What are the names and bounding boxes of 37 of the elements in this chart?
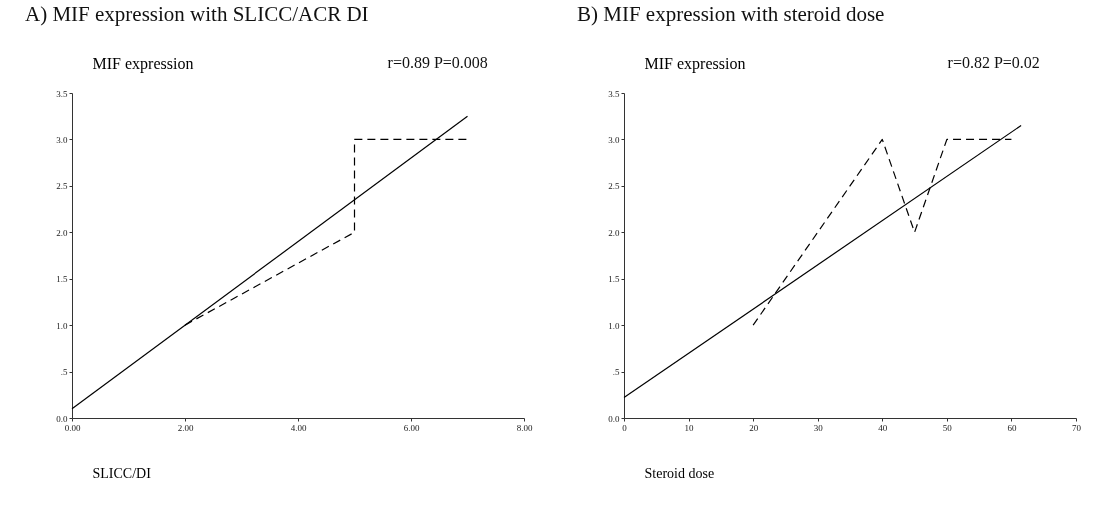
y-tick-label: 3.5 <box>608 88 620 99</box>
y-tick-label: 2.0 <box>608 227 620 238</box>
y-tick-label: 3.5 <box>56 88 68 99</box>
y-tick-label: 1.5 <box>56 274 68 285</box>
x-tick-label: 40 <box>878 422 888 433</box>
y-tick-label: 2.0 <box>56 227 68 238</box>
y-axis-title: MIF expression <box>644 54 746 73</box>
y-tick-label: 1.0 <box>608 320 620 331</box>
x-tick-label: 6.00 <box>403 422 420 433</box>
x-tick-label: 8.00 <box>516 422 533 433</box>
chart-title: A) MIF expression with SLICC/ACR DI <box>25 2 369 26</box>
x-tick-label: 4.00 <box>290 422 307 433</box>
y-tick-label: 0.0 <box>608 413 620 424</box>
text: r=0.89 P=0.008 <box>387 54 488 71</box>
y-tick-label: 3.0 <box>608 134 620 145</box>
y-tick-label: 1.5 <box>608 274 620 285</box>
y-tick-label: .5 <box>612 367 620 378</box>
y-axis-title: MIF expression <box>92 54 194 73</box>
x-tick-label: 10 <box>684 422 695 433</box>
x-tick-label: 2.00 <box>177 422 194 433</box>
y-tick-label: 2.5 <box>56 181 68 192</box>
x-axis-title: SLICC/DI <box>92 465 152 481</box>
y-tick-label: 3.0 <box>56 134 68 145</box>
y-tick-label: 2.5 <box>608 181 620 192</box>
x-tick-label: 60 <box>1007 422 1017 433</box>
x-tick-label: 50 <box>942 422 953 433</box>
x-tick-label: 0 <box>622 422 628 433</box>
x-axis-title: Steroid dose <box>644 465 715 481</box>
chart-title: B) MIF expression with steroid dose <box>577 2 885 26</box>
x-tick-label: 70 <box>1072 422 1082 433</box>
text: r=0.82 P=0.02 <box>947 54 1040 71</box>
x-tick-label: 20 <box>749 422 759 433</box>
y-tick-label: .5 <box>60 367 68 378</box>
y-tick-label: 0.0 <box>56 413 68 424</box>
x-tick-label: 30 <box>813 422 824 433</box>
x-tick-label: 0.00 <box>64 422 81 433</box>
y-tick-label: 1.0 <box>56 320 68 331</box>
